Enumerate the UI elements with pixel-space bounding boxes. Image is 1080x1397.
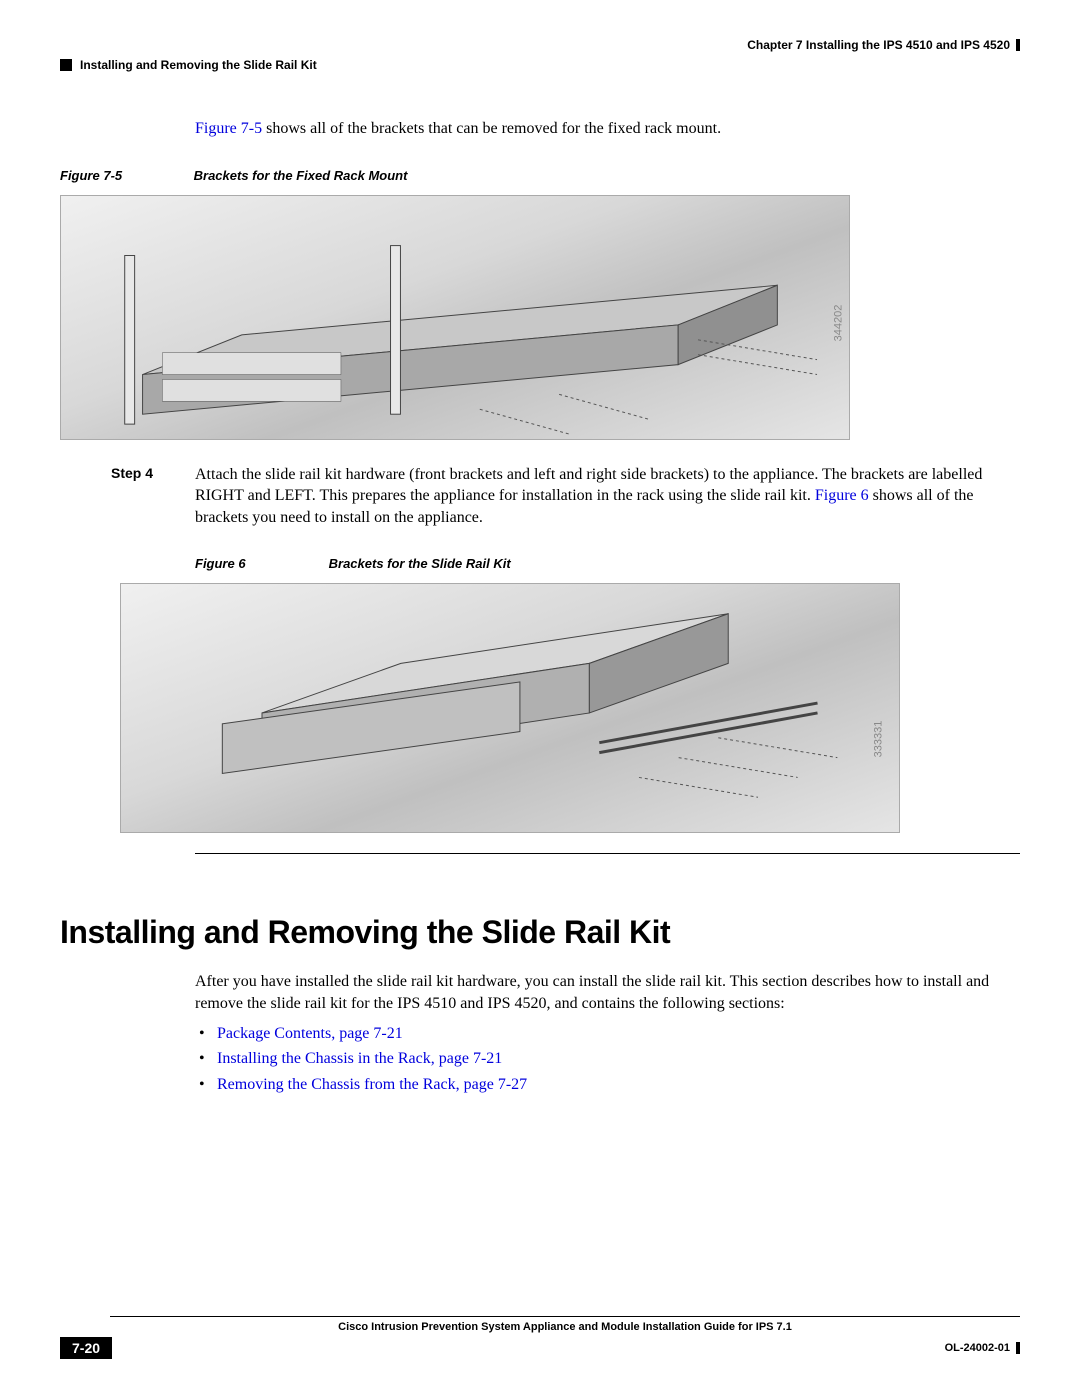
chassis-illustration-1: [61, 196, 849, 439]
figure-2-image-id: 333331: [873, 721, 885, 758]
list-item: Removing the Chassis from the Rack, page…: [195, 1072, 1020, 1098]
step-4-row: Step 4 Attach the slide rail kit hardwar…: [60, 464, 1020, 529]
section-intro-paragraph: After you have installed the slide rail …: [195, 971, 1020, 1014]
header-section-title: Installing and Removing the Slide Rail K…: [60, 58, 317, 72]
list-item: Package Contents, page 7-21: [195, 1021, 1020, 1047]
figure-1-title: Brackets for the Fixed Rack Mount: [194, 168, 408, 183]
footer-rule: [110, 1316, 1020, 1317]
page-number: 7-20: [60, 1337, 112, 1359]
figure-2-title: Brackets for the Slide Rail Kit: [329, 556, 511, 571]
package-contents-link[interactable]: Package Contents, page 7-21: [217, 1025, 403, 1042]
installing-chassis-link[interactable]: Installing the Chassis in the Rack, page…: [217, 1050, 502, 1067]
intro-text: shows all of the brackets that can be re…: [262, 120, 721, 137]
figure-6-link[interactable]: Figure 6: [815, 487, 869, 504]
footer-bottom-row: 7-20 OL-24002-01: [60, 1337, 1020, 1359]
content-area: Figure 7-5 shows all of the brackets tha…: [60, 118, 1020, 1097]
step-4-body: Attach the slide rail kit hardware (fron…: [195, 464, 1020, 529]
page-footer: Cisco Intrusion Prevention System Applia…: [60, 1316, 1020, 1359]
figure-1-image-id: 344202: [833, 305, 845, 342]
figure-1-label: Figure 7-5: [60, 168, 190, 183]
figure-1-diagram: 344202: [60, 195, 850, 440]
removing-chassis-link[interactable]: Removing the Chassis from the Rack, page…: [217, 1076, 527, 1093]
list-item: Installing the Chassis in the Rack, page…: [195, 1046, 1020, 1072]
chassis-illustration-2: [121, 584, 899, 832]
figure-2-caption: Figure 6 Brackets for the Slide Rail Kit: [195, 556, 1020, 571]
header-chapter-title: Chapter 7 Installing the IPS 4510 and IP…: [747, 38, 1020, 52]
section-links-list: Package Contents, page 7-21 Installing t…: [195, 1021, 1020, 1098]
section-divider: [195, 853, 1020, 854]
figure-2-diagram: 333331: [120, 583, 900, 833]
section-heading: Installing and Removing the Slide Rail K…: [60, 914, 1020, 951]
step-4-label: Step 4: [60, 464, 195, 529]
page: Chapter 7 Installing the IPS 4510 and IP…: [0, 0, 1080, 1397]
intro-paragraph: Figure 7-5 shows all of the brackets tha…: [195, 118, 1020, 140]
figure-2-label: Figure 6: [195, 556, 325, 571]
figure-1-caption: Figure 7-5 Brackets for the Fixed Rack M…: [60, 168, 1020, 183]
footer-guide-title: Cisco Intrusion Prevention System Applia…: [110, 1321, 1020, 1333]
document-number: OL-24002-01: [945, 1342, 1020, 1354]
figure-7-5-link[interactable]: Figure 7-5: [195, 120, 262, 137]
